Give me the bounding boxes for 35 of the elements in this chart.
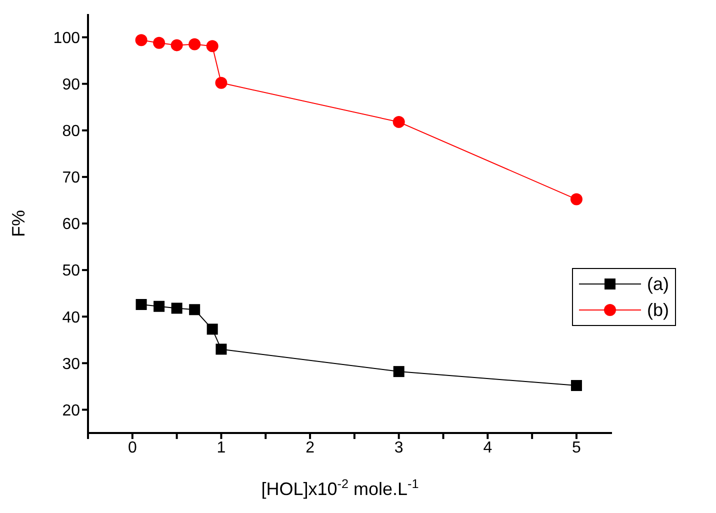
point xyxy=(215,76,228,89)
y-axis-title: F% xyxy=(8,210,28,237)
point xyxy=(154,300,165,312)
point xyxy=(171,302,182,314)
legend-label: (a) xyxy=(647,273,669,296)
x-tick-label: 4 xyxy=(483,439,492,456)
point xyxy=(393,366,404,378)
legend-label: (b) xyxy=(647,299,669,322)
y-tick-label: 100 xyxy=(53,30,80,47)
y-tick-label: 20 xyxy=(62,402,80,420)
point xyxy=(170,39,183,52)
x-tick-label: 2 xyxy=(306,439,315,456)
x-axis-title: [HOL]x10$^{-2}$ mole.L$^{-1}$ xyxy=(261,477,419,499)
point xyxy=(135,34,148,46)
y-tick-label: 80 xyxy=(62,123,80,140)
point xyxy=(206,40,218,52)
y-tick-label: 70 xyxy=(62,170,80,187)
point xyxy=(136,299,147,310)
point xyxy=(153,36,166,49)
y-tick-label: 90 xyxy=(62,76,80,94)
y-tick-label: 50 xyxy=(62,262,80,280)
point xyxy=(570,380,582,392)
x-tick-label: 5 xyxy=(572,439,582,456)
y-tick-label: 40 xyxy=(62,309,80,326)
x-tick-label: 1 xyxy=(216,439,226,456)
point xyxy=(392,116,405,128)
y-tick-label: 60 xyxy=(62,216,80,234)
point xyxy=(189,304,200,316)
point xyxy=(216,344,227,355)
point xyxy=(188,38,201,50)
y-tick-label: 30 xyxy=(62,356,80,373)
point xyxy=(206,324,218,335)
x-tick-label: 3 xyxy=(394,439,404,456)
x-tick-label: 0 xyxy=(128,439,137,456)
point xyxy=(570,193,582,206)
